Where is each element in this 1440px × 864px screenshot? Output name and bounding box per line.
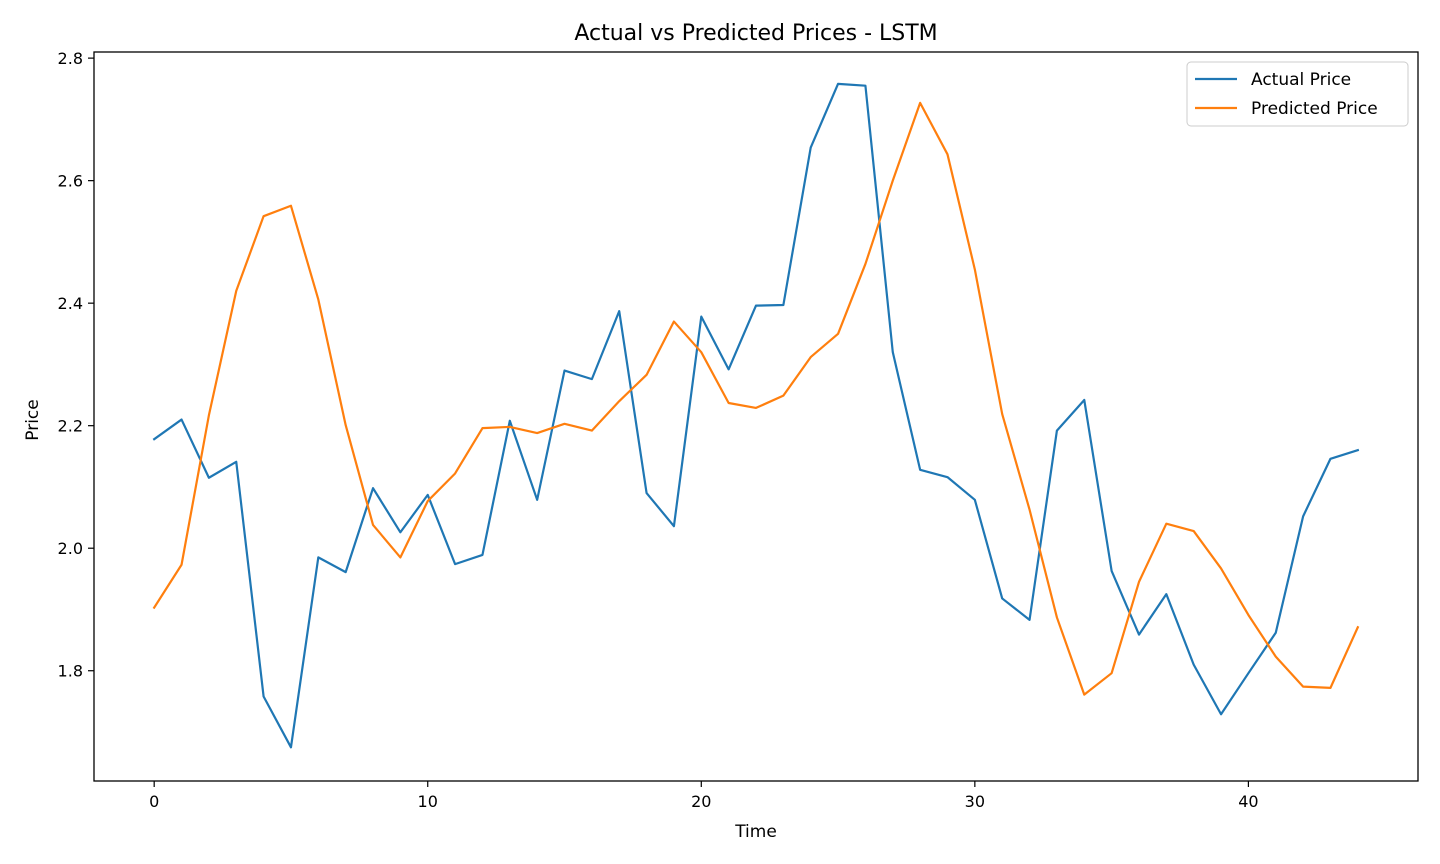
y-tick-label: 1.8: [58, 662, 83, 681]
x-tick-label: 0: [149, 792, 159, 811]
y-axis-label: Price: [23, 399, 43, 440]
series-layer: [152, 82, 1360, 749]
y-axis-ticks: 1.8 2.0 2.2 2.4 2.6 2.8: [58, 49, 94, 681]
y-tick-label: 2.4: [58, 294, 83, 313]
y-tick-label: 2.6: [58, 172, 83, 191]
legend: Actual Price Predicted Price: [1186, 61, 1409, 127]
legend-label-predicted-price: Predicted Price: [1251, 99, 1378, 119]
x-axis-label: Time: [734, 822, 777, 842]
axes-frame: [93, 51, 1419, 782]
y-tick-label: 2.0: [58, 539, 83, 558]
x-axis-ticks: 0 10 20 30 40: [149, 781, 1259, 811]
x-tick-label: 10: [418, 792, 438, 811]
y-tick-label: 2.8: [58, 49, 83, 68]
legend-label-actual-price: Actual Price: [1251, 70, 1351, 90]
chart-title: Actual vs Predicted Prices - LSTM: [574, 21, 937, 46]
y-tick-label: 2.2: [58, 417, 83, 436]
legend-box: [1186, 61, 1409, 127]
x-tick-label: 40: [1238, 792, 1258, 811]
x-tick-label: 20: [691, 792, 711, 811]
x-tick-label: 30: [965, 792, 985, 811]
